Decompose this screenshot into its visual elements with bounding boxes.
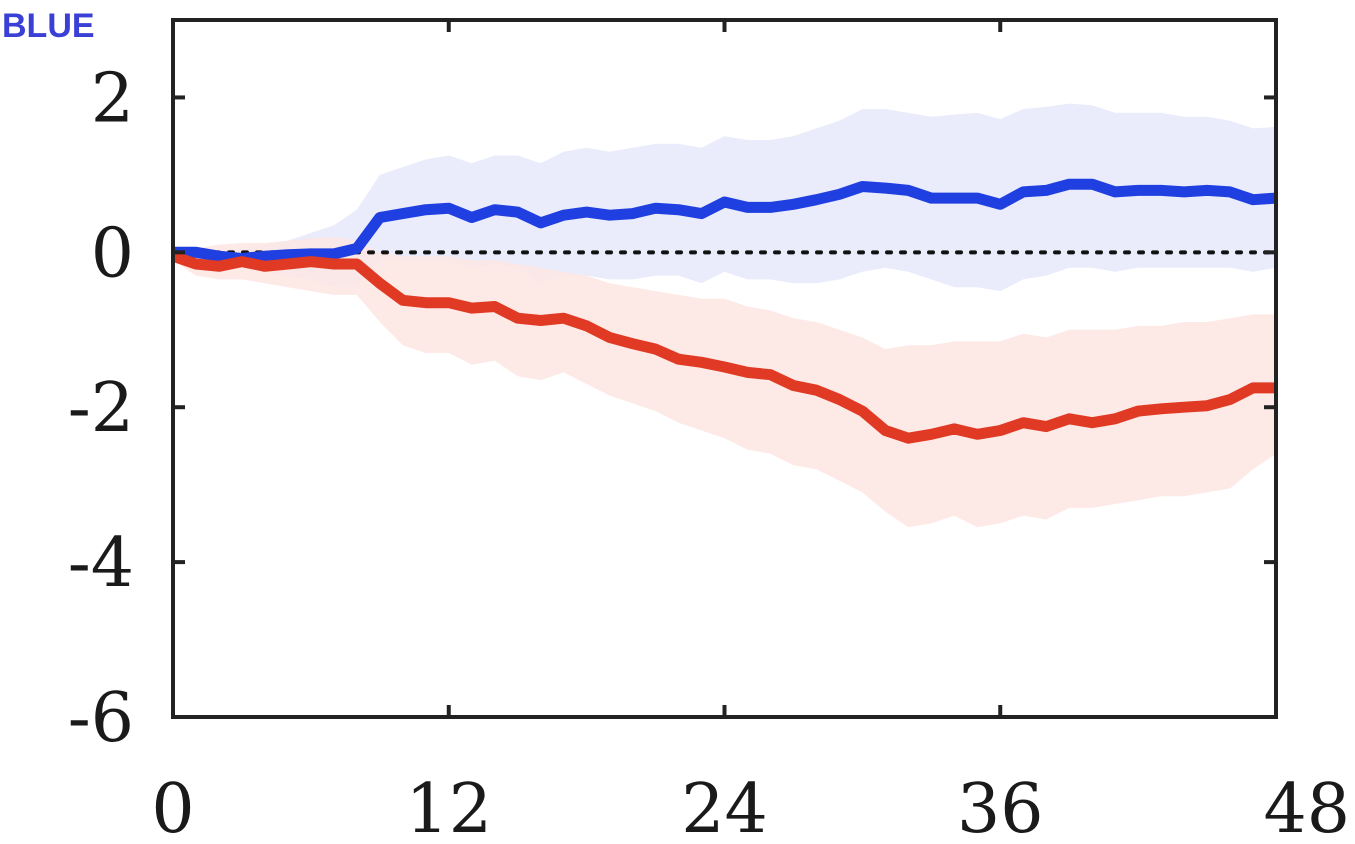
y-tick-label: 2	[91, 59, 134, 138]
x-tick-label: 0	[151, 770, 194, 844]
x-tick-label: 12	[405, 770, 492, 844]
red-confidence-band	[173, 236, 1276, 528]
x-axis-tick-labels: 0 12 24 36 48	[151, 770, 1350, 844]
y-tick-label: -4	[68, 524, 134, 603]
x-tick-label: 24	[681, 770, 768, 844]
x-tick-label: 48	[1263, 770, 1350, 844]
confidence-bands	[173, 103, 1276, 528]
x-tick-label: 36	[957, 770, 1044, 844]
blue-series-line	[173, 178, 1277, 264]
axis-ticks	[171, 20, 1278, 719]
panel-label: BLUE	[2, 7, 95, 45]
y-axis-tick-labels: 2 0 -2 -4 -6	[68, 59, 134, 758]
y-tick-label: -6	[68, 679, 134, 758]
series-lines	[171, 178, 1277, 444]
y-tick-label: -2	[68, 369, 134, 448]
y-tick-label: 0	[91, 214, 134, 293]
red-series-line	[171, 250, 1276, 444]
